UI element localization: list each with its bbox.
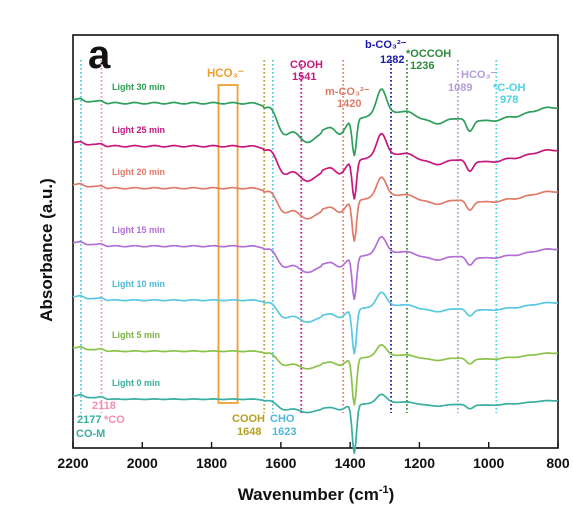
bco3-1282-value: 1282 xyxy=(380,54,404,66)
series-label: Light 15 min xyxy=(112,225,165,235)
hco3-region-box xyxy=(217,84,239,404)
series-line xyxy=(72,88,559,157)
x-tick-label: 1400 xyxy=(335,455,366,471)
series-labels: Light 30 min Light 25 min Light 20 min Ligh… xyxy=(112,82,165,388)
series-label: Light 0 min xyxy=(112,378,160,388)
series-line xyxy=(72,132,559,200)
co-2118-name: *CO xyxy=(104,414,125,426)
series-label: Light 20 min xyxy=(112,167,165,177)
cooh-1541-value: 1541 xyxy=(292,71,316,83)
com-2177-name: CO-M xyxy=(76,428,105,440)
com-2177-value: 2177 xyxy=(77,414,101,426)
series-label: Light 10 min xyxy=(112,279,165,289)
x-axis-ticks: 2200 2000 1800 1600 1400 1200 1000 800 xyxy=(57,442,570,471)
y-axis-label: Absorbance (a.u.) xyxy=(37,178,56,322)
series-label: Light 25 min xyxy=(112,125,165,135)
series-line xyxy=(72,235,559,300)
series-line xyxy=(73,393,559,454)
series-label: Light 5 min xyxy=(112,330,160,340)
reference-lines xyxy=(80,60,498,413)
cooh-1648-name: COOH xyxy=(232,413,265,425)
series-line xyxy=(72,344,558,406)
x-tick-label: 2000 xyxy=(127,455,158,471)
x-tick-label: 1000 xyxy=(473,455,504,471)
x-tick-label: 800 xyxy=(546,455,570,471)
series-line xyxy=(72,176,559,242)
x-axis-label-end: ) xyxy=(389,485,395,504)
x-tick-label: 1600 xyxy=(265,455,296,471)
occooh-1236-value: 1236 xyxy=(410,60,434,72)
plot-frame xyxy=(72,34,559,449)
coh-978-name: *C-OH xyxy=(493,82,525,94)
hco3-box-label: HCO₃⁻ xyxy=(207,68,244,80)
coh-978-value: 978 xyxy=(500,94,518,106)
mco3-1420-value: 1420 xyxy=(337,98,361,110)
cooh-1541-name: COOH xyxy=(290,59,323,71)
series-label: Light 30 min xyxy=(112,82,165,92)
cooh-1648-value: 1648 xyxy=(237,426,261,438)
annotations: HCO₃⁻ COOH 1541 m-CO₃²⁻ 1420 b-CO₃²⁻ 128… xyxy=(76,39,525,440)
hco3-1089-value: 1089 xyxy=(448,82,472,94)
series-curves xyxy=(72,88,559,454)
mco3-1420-name: m-CO₃²⁻ xyxy=(325,86,370,98)
panel-label: a xyxy=(88,33,111,77)
x-tick-label: 1800 xyxy=(196,455,227,471)
hco3-1089-name: HCO₃⁻ xyxy=(461,69,497,81)
cho-1623-name: CHO xyxy=(270,413,295,425)
cho-1623-value: 1623 xyxy=(272,426,296,438)
bco3-1282-name: b-CO₃²⁻ xyxy=(365,39,407,51)
co-2118-value: 2118 xyxy=(92,400,116,412)
x-tick-label: 2200 xyxy=(57,455,88,471)
series-line xyxy=(72,291,559,355)
x-axis-label-sup: -1 xyxy=(379,484,389,496)
occooh-1236-name: *OCCOH xyxy=(406,48,451,60)
x-tick-label: 1200 xyxy=(404,455,435,471)
x-axis-label: Wavenumber (cm-1) xyxy=(238,484,395,504)
